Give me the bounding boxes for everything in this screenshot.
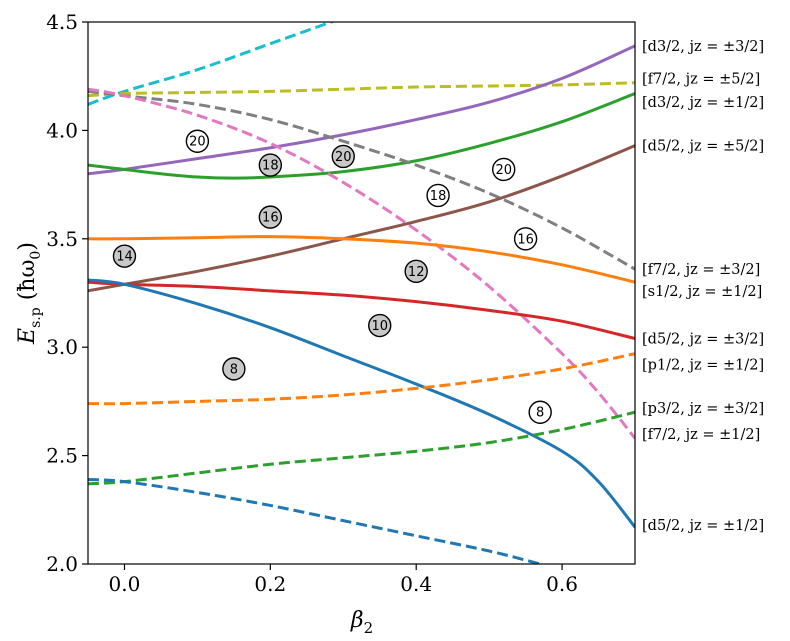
magic-number-label: 16 <box>262 211 279 226</box>
y-tick-label: 3.5 <box>46 227 78 251</box>
magic-number-circle <box>258 205 283 229</box>
x-axis-label: β2 <box>350 608 373 637</box>
series-orange <box>88 235 635 284</box>
state-label: [d3/2, jz = ±1/2] <box>642 95 764 111</box>
x-tick-label: 0.6 <box>546 572 578 596</box>
y-axis-label: Es.p (ħω0) <box>15 242 44 345</box>
y-tick-label: 3.0 <box>46 335 78 359</box>
state-label: [p1/2, jz = ±1/2] <box>642 358 764 374</box>
magic-number-marker: 20 <box>331 144 355 169</box>
magic-number-marker: 10 <box>368 313 392 338</box>
magic-number-circle <box>513 227 538 251</box>
state-label: [f7/2, jz = ±3/2] <box>642 262 760 278</box>
magic-number-label: 12 <box>408 265 425 280</box>
magic-number-layer: 20 18 20 20 16 18 14 16 12 10 8 8 <box>112 129 552 424</box>
magic-number-circle <box>112 244 137 268</box>
state-label: [d3/2, jz = ±3/2] <box>642 39 764 55</box>
magic-number-label: 8 <box>536 406 544 421</box>
x-tick-label: 0.0 <box>109 572 141 596</box>
magic-number-label: 20 <box>189 135 206 150</box>
magic-number-circle <box>331 144 355 169</box>
y-tick-label: 4.5 <box>46 10 78 34</box>
magic-number-label: 18 <box>262 159 279 174</box>
magic-number-label: 10 <box>371 319 388 334</box>
series-olive-dashed <box>88 81 635 98</box>
magic-number-marker: 18 <box>258 153 283 177</box>
magic-number-circle <box>426 183 450 208</box>
magic-number-label: 8 <box>230 362 238 377</box>
series-green-dashed <box>88 410 635 486</box>
series-gray-dashed <box>88 89 635 271</box>
series-green <box>88 92 635 180</box>
series-brown <box>88 144 635 293</box>
x-tick-label: 0.2 <box>254 572 286 596</box>
magic-number-marker: 16 <box>258 205 283 229</box>
tick-layer: 0.0 0.2 0.4 0.6 2.0 2.5 3.0 3.5 4.0 4.5 <box>46 10 578 596</box>
state-label: [s1/2, jz = ±1/2] <box>642 284 762 300</box>
state-label: [p3/2, jz = ±3/2] <box>642 401 764 417</box>
state-label: [f7/2, jz = ±5/2] <box>642 71 760 87</box>
magic-number-circle <box>185 129 210 153</box>
magic-number-marker: 8 <box>222 357 246 381</box>
magic-number-circle <box>368 313 392 338</box>
state-label: [f7/2, jz = ±1/2] <box>642 427 760 443</box>
magic-number-label: 18 <box>430 189 447 204</box>
magic-number-marker: 20 <box>185 129 210 153</box>
magic-number-marker: 18 <box>426 183 450 208</box>
state-label: [d5/2, jz = ±1/2] <box>642 518 764 534</box>
y-tick-label: 2.5 <box>46 444 78 468</box>
series-red <box>88 280 635 340</box>
state-label: [d5/2, jz = ±3/2] <box>642 332 764 348</box>
state-label-layer: [d3/2, jz = ±3/2] [f7/2, jz = ±5/2] [d3/2,… <box>642 39 764 534</box>
series-orange-dashed <box>88 352 635 406</box>
magic-number-marker: 16 <box>513 227 538 251</box>
series-blue-dashed <box>88 477 541 564</box>
series-blue <box>88 278 635 529</box>
magic-number-label: 20 <box>335 150 352 165</box>
magic-number-circle <box>404 259 428 284</box>
x-tick-label: 0.4 <box>400 572 432 596</box>
magic-number-marker: 14 <box>112 244 137 268</box>
state-label: [d5/2, jz = ±5/2] <box>642 139 764 155</box>
magic-number-circle <box>528 400 552 424</box>
magic-number-circle <box>258 153 283 177</box>
magic-number-label: 16 <box>517 232 534 247</box>
magic-number-circle <box>492 157 516 182</box>
y-tick-label: 2.0 <box>46 552 78 576</box>
y-tick-label: 4.0 <box>46 118 78 142</box>
plot-frame <box>87 21 636 565</box>
magic-number-label: 20 <box>495 163 512 178</box>
magic-number-circle <box>222 357 246 381</box>
magic-number-marker: 20 <box>492 157 516 182</box>
magic-number-label: 14 <box>116 250 133 265</box>
series-purple <box>88 44 635 176</box>
magic-number-marker: 12 <box>404 259 428 284</box>
series-layer <box>88 22 635 564</box>
magic-number-marker: 8 <box>528 400 552 424</box>
